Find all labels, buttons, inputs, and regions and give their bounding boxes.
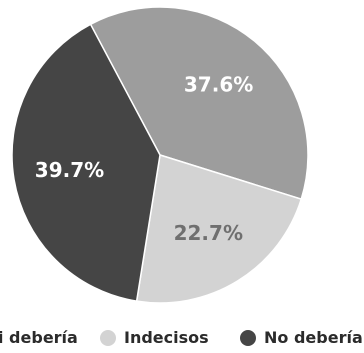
legend-item-indecisos: Indecisos: [100, 328, 209, 347]
pie-data-labels: 37.6% 22.7% 39.7%: [35, 72, 253, 245]
legend-label-indecisos: Indecisos: [124, 328, 209, 347]
legend-swatch-indecisos: [100, 330, 116, 346]
data-label-si: 37.6%: [184, 72, 253, 96]
pie-slice-no: [11, 23, 161, 303]
legend-label-no: No debería: [264, 328, 363, 347]
legend-item-si: i debería: [0, 328, 78, 347]
legend-item-no: No debería: [240, 328, 363, 347]
legend-label-si: i debería: [0, 328, 78, 347]
data-label-no: 39.7%: [35, 158, 104, 182]
data-label-indecisos: 22.7%: [174, 221, 243, 245]
pie-slice-indecisos: [135, 154, 303, 304]
legend-swatch-no: [240, 330, 256, 346]
pie-slices: [11, 6, 309, 304]
legend: i debería Indecisos No debería: [0, 328, 363, 347]
pie-slice-si: [89, 6, 309, 201]
